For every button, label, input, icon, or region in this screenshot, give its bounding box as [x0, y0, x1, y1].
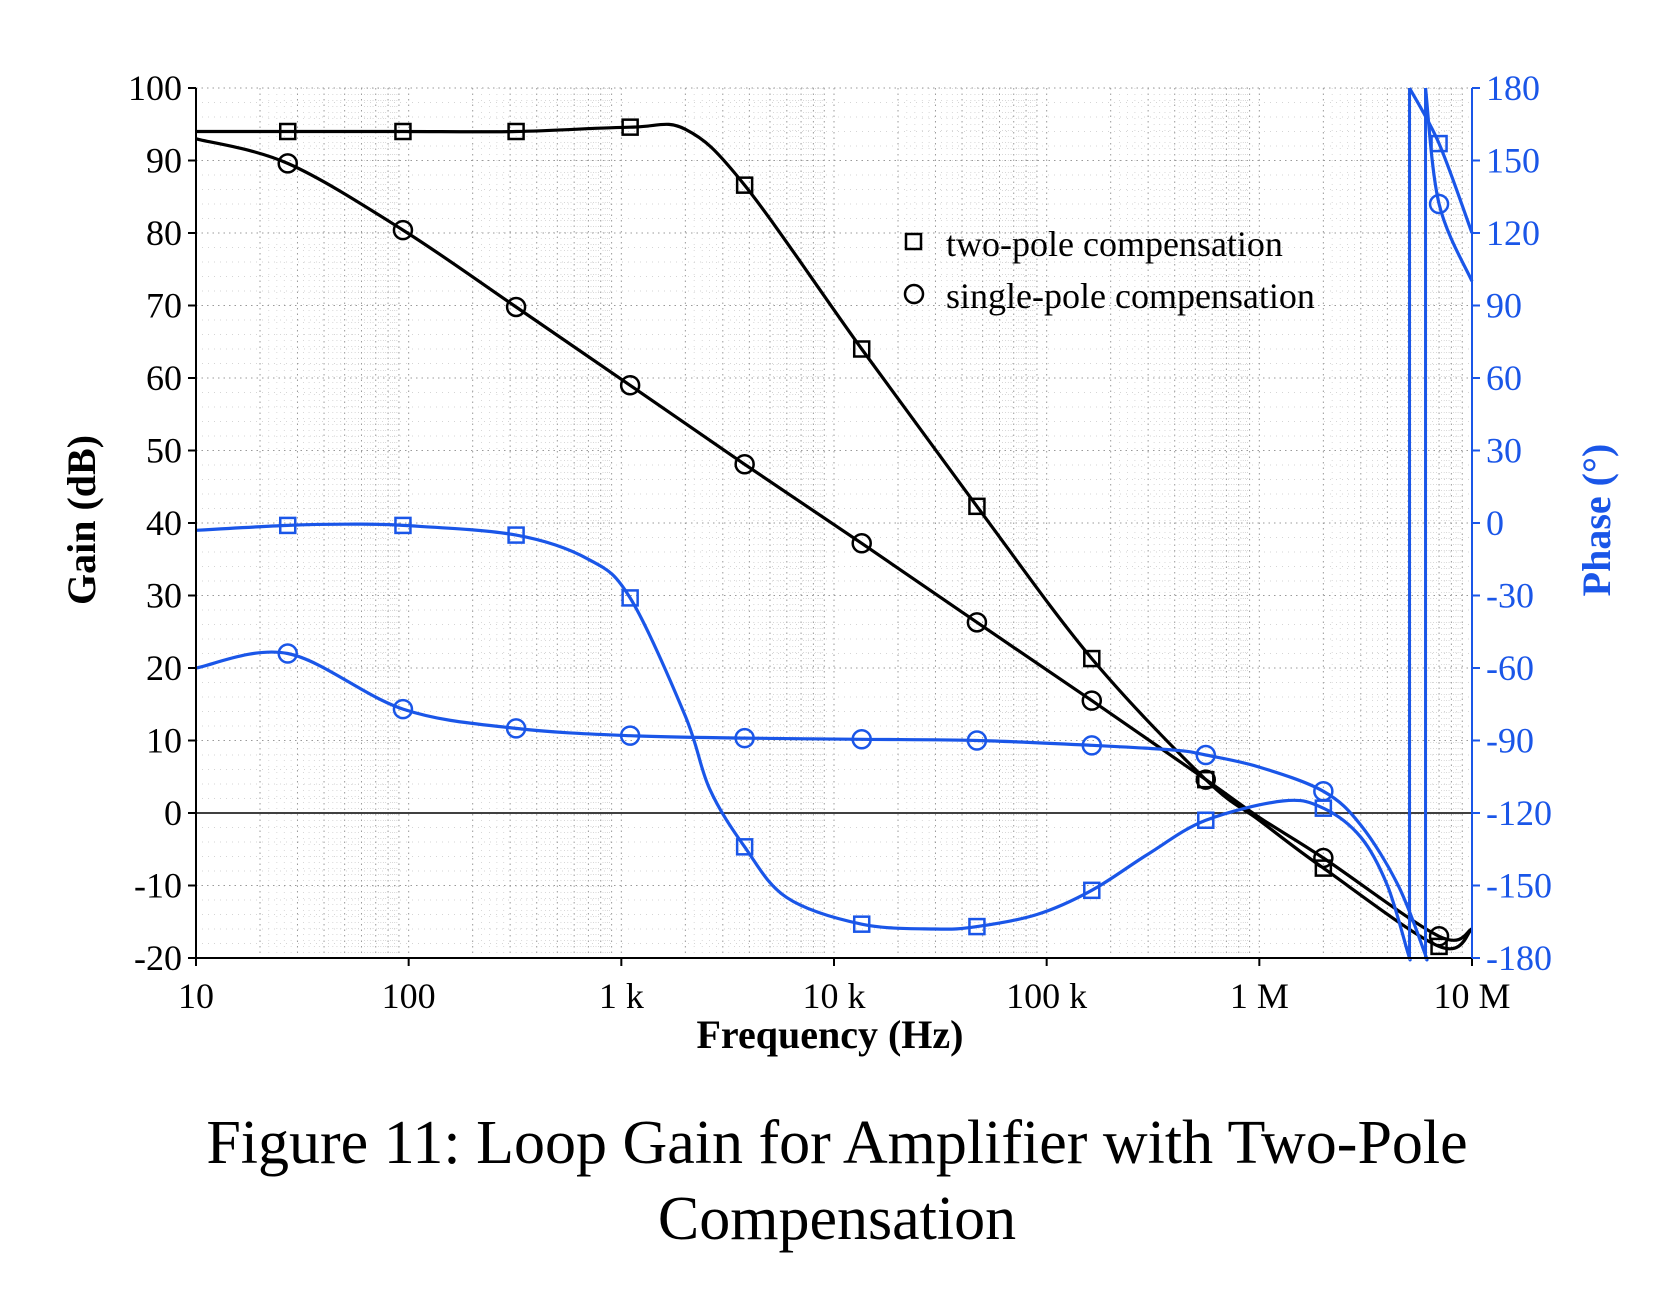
y-axis-left-label: Gain (dB) [59, 435, 104, 605]
gain-circle-marker [505, 296, 527, 318]
legend-circle-marker [903, 283, 925, 305]
phase-circle-marker [1428, 193, 1450, 215]
phase-circle-marker [966, 730, 988, 751]
x-tick-label: 10 k [803, 976, 866, 1016]
x-tick-label: 100 k [1006, 976, 1087, 1016]
phase-circle-marker [851, 729, 872, 750]
phase-square-marker [278, 516, 297, 535]
phase-square-marker [394, 516, 412, 535]
y-left-tick-label: -20 [134, 938, 182, 978]
gain-square-marker [1197, 770, 1215, 789]
y-left-tick-label: 80 [146, 213, 182, 253]
y-left-tick-label: 40 [146, 503, 182, 543]
phase-circle-marker [277, 643, 298, 664]
phase-curve-square [1408, 87, 1474, 234]
x-tick-label: 1 k [599, 976, 644, 1016]
gain-circle-marker [1428, 926, 1450, 947]
y-right-tick-label: 90 [1486, 286, 1522, 326]
gain-circle-marker [277, 153, 298, 174]
y-right-tick-label: 0 [1486, 503, 1504, 543]
gain-square-marker [621, 118, 639, 136]
gain-square-marker [735, 176, 754, 194]
y-left-tick-label: 90 [146, 141, 182, 181]
gain-circle-marker [966, 612, 988, 633]
phase-circle-marker [1195, 744, 1217, 766]
legend-single-pole-label: single-pole compensation [946, 276, 1315, 316]
legend-two-pole-label: two-pole compensation [946, 224, 1283, 264]
x-tick-label: 10 [178, 976, 214, 1016]
figure-caption: Figure 11: Loop Gain for Amplifier with … [0, 1105, 1674, 1257]
y-axis-right-label: Phase (°) [1574, 444, 1619, 597]
phase-square-marker [621, 589, 639, 607]
caption-line-1: Figure 11: Loop Gain for Amplifier with … [206, 1109, 1468, 1177]
phase-circle-marker [1313, 781, 1334, 802]
y-right-tick-label: 60 [1486, 358, 1522, 398]
phase-circle-marker [619, 725, 641, 746]
phase-curve-circle [195, 650, 1429, 962]
y-right-tick-label: -30 [1486, 576, 1534, 616]
gain-circle-marker [851, 533, 872, 554]
phase-square-marker [852, 915, 871, 933]
x-tick-label: 1 M [1230, 976, 1289, 1016]
y-right-tick-label: -60 [1486, 648, 1534, 688]
gain-curve-circle [195, 137, 1473, 942]
y-right-tick-label: -180 [1486, 938, 1552, 978]
y-left-tick-label: 50 [146, 431, 182, 471]
y-right-tick-label: -120 [1486, 793, 1552, 833]
phase-square-marker [1083, 881, 1101, 900]
gain-square-marker [278, 122, 297, 141]
phase-curve-circle [1423, 87, 1474, 282]
y-left-tick-label: 60 [146, 358, 182, 398]
y-right-tick-label: 30 [1486, 431, 1522, 471]
phase-circle-marker [392, 698, 414, 720]
caption-line-2: Compensation [657, 1185, 1017, 1253]
phase-curve-square [195, 522, 1412, 962]
x-tick-label: 10 M [1433, 976, 1510, 1016]
gain-curve-square [196, 122, 1474, 951]
gain-circle-marker [734, 454, 755, 475]
gain-circle-marker [1195, 769, 1217, 790]
gain-square-marker [968, 497, 986, 516]
gain-circle-marker [619, 375, 641, 396]
y-left-tick-label: -10 [134, 866, 182, 906]
y-left-tick-label: 30 [146, 576, 182, 616]
phase-square-marker [968, 917, 986, 936]
y-right-tick-label: -150 [1486, 866, 1552, 906]
phase-square-marker [507, 526, 525, 544]
gain-square-marker [394, 122, 412, 141]
legend: two-pole compensation single-pole compen… [903, 224, 1315, 316]
y-left-tick-label: 20 [146, 648, 182, 688]
gain-square-marker [1314, 859, 1333, 877]
marker-layer [277, 118, 1450, 956]
gain-square-marker [852, 340, 871, 358]
y-right-tick-label: 150 [1486, 141, 1540, 181]
phase-square-marker [1197, 811, 1215, 829]
phase-square-marker [735, 838, 754, 856]
y-right-tick-label: 120 [1486, 213, 1540, 253]
y-right-tick-label: -90 [1486, 721, 1534, 761]
gain-circle-marker [392, 219, 414, 241]
x-tick-label: 100 [382, 976, 436, 1016]
y-left-tick-label: 100 [128, 68, 182, 108]
phase-square-marker [1430, 134, 1448, 153]
phase-circle-marker [505, 718, 527, 739]
phase-circle-marker [1081, 735, 1103, 756]
gain-square-marker [1430, 937, 1448, 956]
y-left-tick-label: 70 [146, 286, 182, 326]
series-layer [195, 87, 1474, 962]
gain-square-marker [507, 122, 525, 141]
y-left-tick-label: 10 [146, 721, 182, 761]
y-left-tick-label: 0 [164, 793, 182, 833]
x-axis-label: Frequency (Hz) [697, 1012, 964, 1057]
y-right-tick-label: 180 [1486, 68, 1540, 108]
gain-circle-marker [1081, 690, 1103, 711]
legend-square-marker [904, 232, 923, 251]
gain-circle-marker [1313, 847, 1334, 869]
phase-circle-marker [734, 727, 755, 749]
gain-square-marker [1083, 649, 1101, 668]
